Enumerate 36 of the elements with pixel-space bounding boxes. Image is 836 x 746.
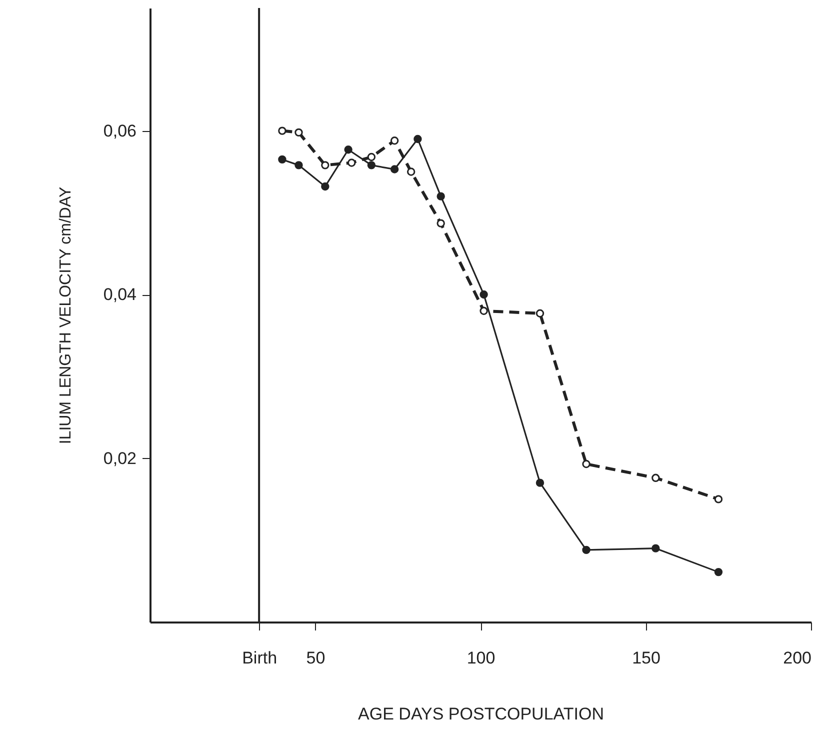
point [390,136,399,145]
point [714,568,723,576]
y-tick-label: 0,04 [103,285,136,304]
x-tick-label: 150 [632,648,660,668]
y-tick-label: 0,06 [103,121,136,140]
point [582,460,590,468]
point [536,309,544,318]
x-tick-label: 50 [306,648,326,668]
point [278,155,286,164]
point [348,158,356,167]
point [480,290,488,299]
x-tick-label: 200 [783,648,812,668]
point [536,478,544,487]
y-tick-label: 0,02 [103,448,136,468]
point [278,126,286,135]
point [294,161,303,170]
point [414,134,422,144]
point [406,168,416,176]
point [344,146,352,154]
point [714,495,723,504]
point [436,219,445,228]
x-tick-label: 100 [466,648,496,668]
x-axis-title: AGE DAYS POSTCOPULATION [358,704,604,724]
point [367,152,376,162]
point [480,306,488,316]
point [321,161,330,170]
point [652,544,660,552]
point [294,128,303,137]
point [390,165,399,174]
point [436,192,445,200]
point [321,182,330,191]
point [582,546,590,554]
point [652,474,660,482]
point [367,161,376,170]
x-tick-label: Birth [242,648,278,668]
y-axis-title: ILIUM LENGTH VELOCITY cm/DAY [57,186,74,444]
